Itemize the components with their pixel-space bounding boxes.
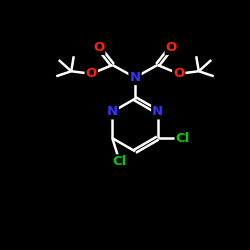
Text: Cl: Cl (113, 156, 127, 168)
Text: O: O (93, 41, 104, 54)
Text: Cl: Cl (176, 132, 190, 144)
Text: N: N (130, 71, 140, 84)
Text: O: O (166, 41, 177, 54)
Text: O: O (86, 67, 97, 80)
Text: N: N (107, 106, 118, 118)
Text: N: N (152, 106, 163, 118)
Text: O: O (173, 67, 184, 80)
